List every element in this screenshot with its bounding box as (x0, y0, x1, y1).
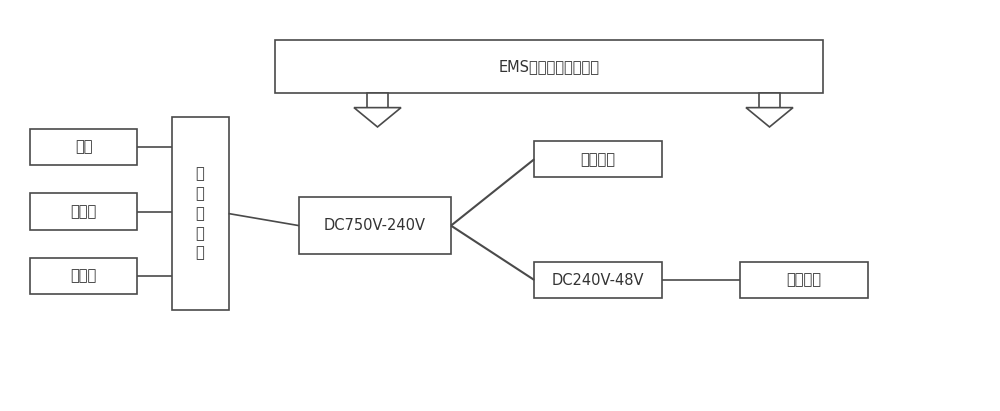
Text: EMS（能量管理系统）: EMS（能量管理系统） (498, 59, 600, 74)
Bar (534, 262, 662, 298)
Bar (759, 93, 780, 108)
Text: 光伏: 光伏 (75, 140, 92, 155)
Bar (30, 258, 137, 294)
Bar (367, 93, 388, 108)
Text: 交流电: 交流电 (70, 204, 97, 219)
Text: 蓄电池: 蓄电池 (70, 268, 97, 284)
Bar (534, 141, 662, 177)
Bar (172, 117, 229, 310)
Polygon shape (746, 108, 793, 127)
Text: 直流负荷: 直流负荷 (581, 152, 616, 167)
Bar (30, 129, 137, 165)
Text: DC750V-240V: DC750V-240V (324, 218, 426, 233)
Bar (740, 262, 868, 298)
Text: 储
能
变
流
器: 储 能 变 流 器 (196, 166, 204, 261)
Text: DC240V-48V: DC240V-48V (552, 272, 644, 288)
Polygon shape (354, 108, 401, 127)
Text: 直流负荷: 直流负荷 (786, 272, 821, 288)
Bar (30, 194, 137, 230)
Bar (299, 197, 451, 254)
Bar (275, 40, 823, 93)
